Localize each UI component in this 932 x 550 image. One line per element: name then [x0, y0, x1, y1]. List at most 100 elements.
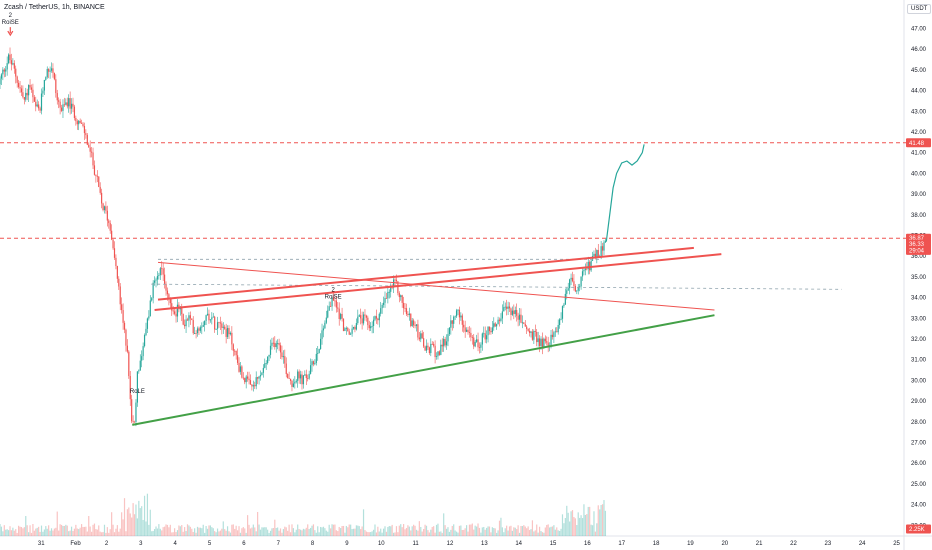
volume-bar [142, 519, 144, 536]
candle-body [135, 402, 137, 422]
volume-bar [541, 532, 544, 536]
volume-bar [421, 531, 423, 536]
annotation-label: RoLE [130, 389, 145, 395]
volume-bar [254, 527, 256, 536]
candle-body [403, 302, 405, 309]
annotation-text: RoLE [130, 389, 145, 395]
volume-bar [39, 531, 41, 536]
candle-body [420, 333, 422, 340]
volume-bar [397, 532, 399, 536]
volume-bar [465, 525, 468, 536]
candle-body [204, 320, 206, 326]
candle-body [551, 334, 554, 338]
candle-body [172, 310, 174, 312]
candle-body [541, 338, 544, 347]
candle-body [289, 378, 292, 381]
candle-body [534, 331, 536, 332]
candle-body [271, 342, 273, 346]
candle-body [538, 338, 541, 346]
volume-bar [205, 525, 207, 536]
candle-body [425, 345, 428, 351]
candle-body [332, 297, 335, 301]
volume-bar [184, 527, 186, 536]
price-tick-label: 24.00 [911, 503, 927, 509]
candle-body [244, 378, 246, 383]
candle-body [98, 176, 100, 187]
candle-body [457, 309, 459, 311]
volume-bar [66, 525, 68, 536]
volume-bar [222, 521, 224, 536]
volume-bar [368, 532, 370, 536]
time-tick-label: 8 [311, 541, 315, 547]
volume-bar [486, 527, 488, 536]
candle-body [288, 377, 290, 379]
volume-bar [211, 527, 213, 536]
candle-body [13, 63, 15, 69]
volume-bar [410, 530, 412, 536]
candle-body [232, 344, 234, 351]
price-tick-label: 34.00 [911, 296, 927, 302]
volume-bar [96, 529, 98, 536]
candle-body [194, 333, 196, 334]
volume-bar [304, 529, 306, 536]
volume-bar [58, 530, 60, 536]
candle-body [136, 371, 138, 403]
candle-body [23, 97, 25, 100]
volume-bar [531, 520, 534, 536]
volume-bar [457, 532, 459, 536]
ascending-channel-lower-line[interactable] [154, 253, 722, 312]
support-trendline-line[interactable] [132, 314, 715, 426]
volume-bar [574, 518, 576, 536]
volume-bar [447, 527, 449, 536]
volume-bar [215, 532, 217, 536]
candle-body [85, 133, 87, 136]
candle-body [571, 277, 574, 282]
candle-body [510, 308, 512, 315]
candle-body [516, 310, 518, 316]
volume-bar [264, 527, 266, 536]
volume-bar [544, 527, 546, 536]
volume-bar [192, 531, 194, 536]
dotted-level-low-line[interactable] [151, 283, 842, 290]
volume-bar [5, 529, 7, 536]
candle-body [367, 317, 369, 326]
time-axis[interactable]: 31 Feb 2 3 4 5 6 7 8 9 10 11 12 13 14 15 16 17 18 19 20 21 22 2… [38, 541, 901, 547]
volume-bar [569, 521, 571, 536]
volume-bar [600, 504, 602, 536]
volume-bar [156, 528, 159, 536]
candle-body [69, 98, 71, 109]
volume-bar [490, 532, 492, 536]
candle-body [530, 331, 532, 333]
candle-body [58, 100, 60, 102]
candle-body [511, 310, 513, 315]
candle-body [334, 300, 336, 302]
volume-bar [551, 526, 554, 536]
volume-bar [453, 524, 455, 536]
candle-body [506, 306, 508, 309]
price-tick-label: 38.00 [911, 213, 927, 219]
volume-bar [16, 532, 18, 536]
currency-badge[interactable]: USDT [907, 4, 932, 14]
candle-body [156, 276, 159, 280]
volume-bar [188, 525, 190, 536]
candle-body [76, 121, 78, 125]
volume-bar [308, 529, 310, 536]
volume-bar [108, 532, 110, 536]
candle-body [563, 304, 565, 307]
volume-bar [128, 507, 130, 536]
time-tick-label: 15 [550, 541, 557, 547]
candle-body [73, 106, 76, 118]
volume-bar [599, 509, 601, 536]
volume-bar [2, 531, 4, 536]
candle-body [569, 279, 571, 289]
volume-bar [467, 531, 469, 536]
candle-body [501, 311, 503, 319]
descending-line-line[interactable] [157, 261, 715, 311]
candle-body [205, 315, 207, 321]
candle-body [302, 375, 305, 385]
ascending-channel-upper-line[interactable] [157, 246, 694, 301]
volume-bar [146, 493, 149, 536]
volume-bar [289, 532, 292, 536]
